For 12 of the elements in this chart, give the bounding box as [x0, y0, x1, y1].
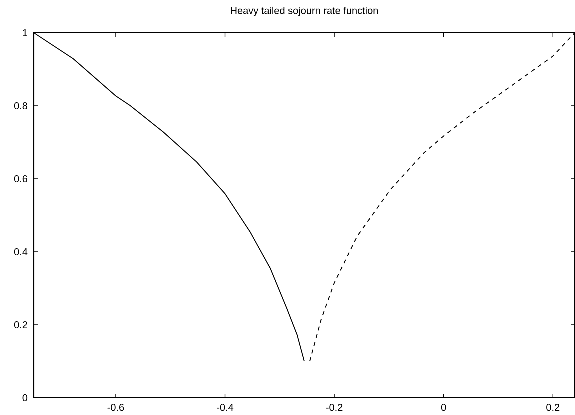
y-tick-label: 0.6 [14, 175, 28, 183]
y-tick-label: 0 [22, 394, 28, 402]
y-tick-label: 0.8 [14, 102, 28, 110]
x-tick-label: -0.6 [108, 404, 124, 412]
x-tick-label: 0.2 [546, 404, 560, 412]
x-tick-label: 0 [441, 404, 446, 412]
x-tick-label: -0.4 [217, 404, 234, 412]
y-tick-label: 0.2 [14, 321, 28, 329]
chart-title: Heavy tailed sojourn rate function [231, 6, 378, 16]
y-tick-label: 0.4 [14, 248, 28, 256]
x-tick-label: -0.2 [326, 404, 343, 412]
y-tick-label: 1 [23, 30, 28, 36]
